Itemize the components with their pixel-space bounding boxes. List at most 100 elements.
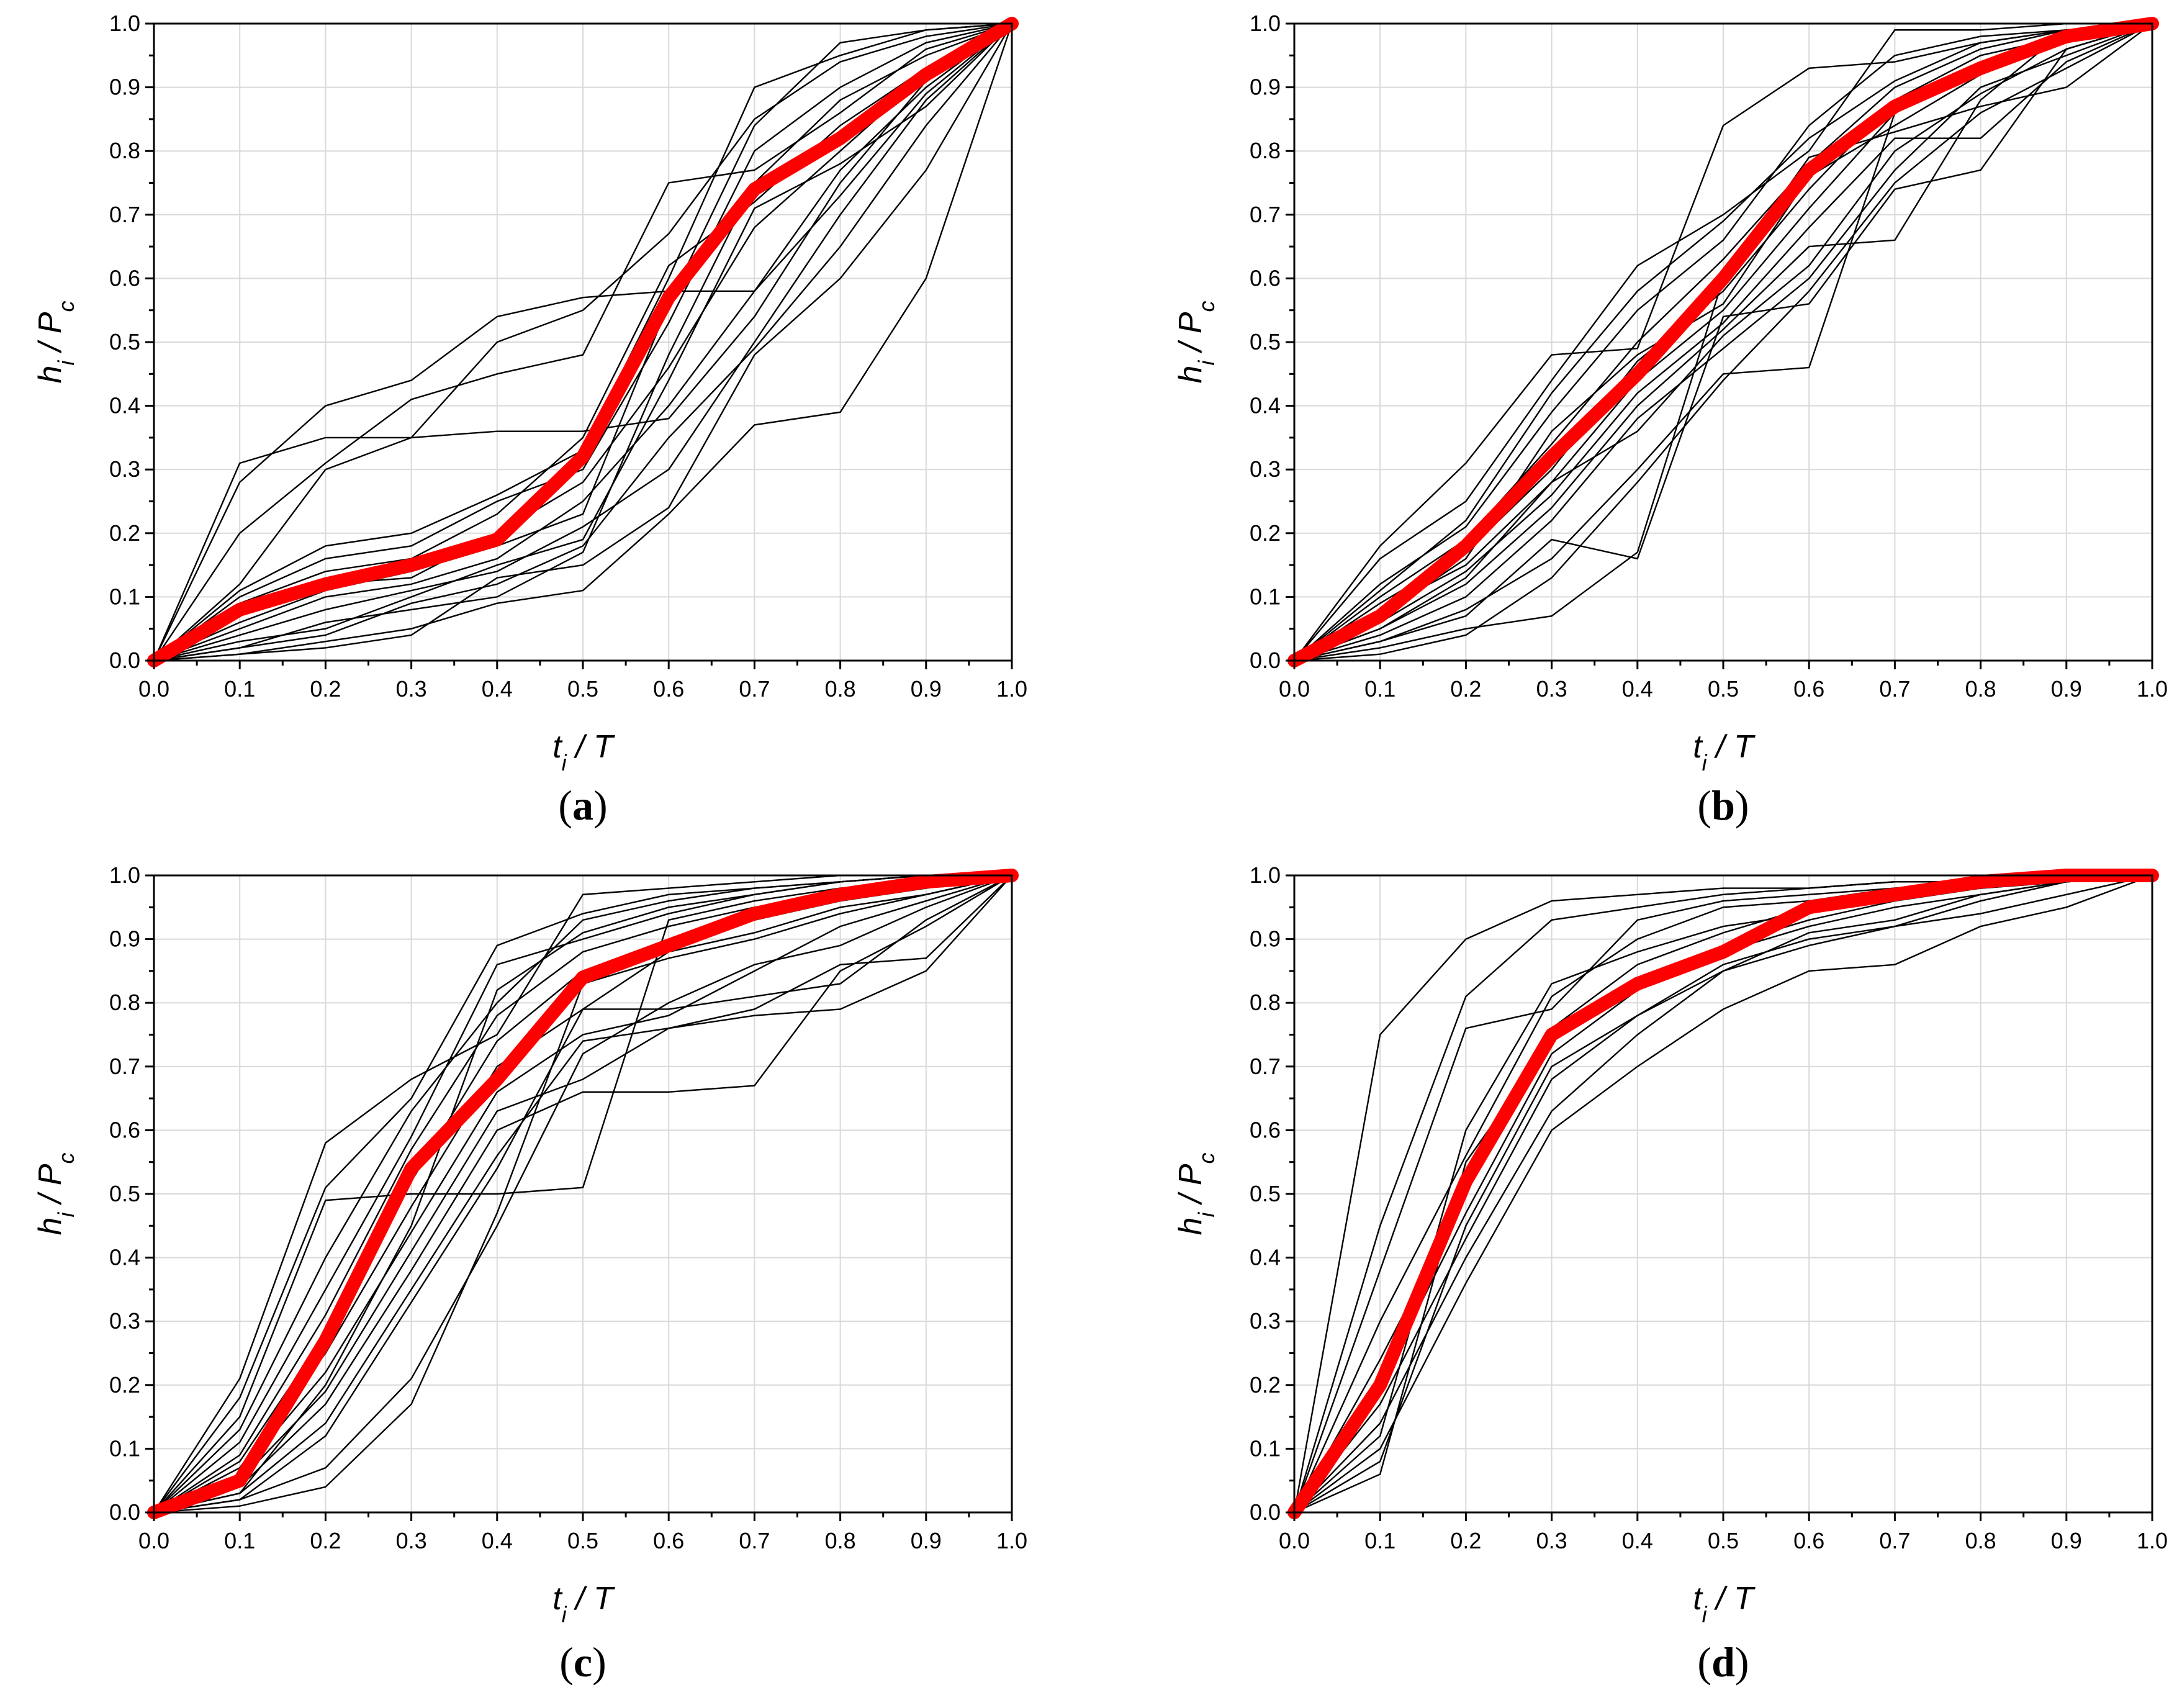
x-tick-label: 0.4 (1622, 676, 1653, 702)
y-tick-label: 0.4 (1250, 393, 1281, 418)
panel-label-paren-open: ( (559, 1638, 574, 1686)
axis-title-part: / (1707, 1581, 1734, 1617)
series-line-11 (1294, 22, 2153, 662)
series-line-15 (153, 22, 1012, 662)
y-tick-label: 0.6 (1250, 1117, 1281, 1142)
x-tick-label: 0.0 (138, 676, 169, 702)
panel-label: (c) (559, 1638, 606, 1686)
y-axis-title: hi / Pc (32, 1153, 79, 1236)
x-tick-label: 0.9 (2051, 676, 2082, 702)
axis-title-part: T (1734, 729, 1756, 765)
series-line-14 (1294, 22, 2153, 661)
y-tick-label: 0.7 (109, 202, 140, 227)
axis-title-part: h (1173, 366, 1209, 384)
y-axis-title: hi / Pc (32, 301, 79, 384)
y-tick-label: 0.3 (109, 456, 140, 482)
y-axis-title: hi / Pc (1173, 301, 1219, 384)
y-tick-label: 0.1 (1250, 1435, 1281, 1461)
series-line-3 (1294, 22, 2153, 661)
axis-title-part: i (1702, 750, 1708, 775)
x-tick-label: 0.6 (1793, 1528, 1824, 1553)
y-tick-label: 0.9 (1250, 926, 1281, 952)
axis-title-part: T (593, 1581, 615, 1617)
axis-title-part: c (1194, 301, 1219, 312)
x-tick-label: 0.0 (1279, 676, 1310, 702)
x-tick-label: 0.7 (739, 676, 770, 702)
y-tick-label: 0.4 (109, 393, 140, 418)
axis-title-part: i (53, 360, 79, 366)
axis-title-part: i (1194, 360, 1219, 366)
panel-label: (a) (558, 782, 607, 829)
x-tick-label: 0.5 (1708, 1528, 1739, 1553)
series-line-12 (153, 23, 1012, 662)
y-tick-label: 0.1 (109, 1435, 140, 1461)
x-tick-label: 0.7 (1879, 1528, 1910, 1553)
x-tick-label: 0.5 (567, 1528, 598, 1553)
axis-title-part: P (1173, 312, 1209, 333)
axis-title-part: T (1734, 1581, 1756, 1617)
series-line-9 (1294, 874, 2153, 1513)
x-tick-label: 1.0 (996, 1528, 1027, 1553)
x-tick-label: 0.7 (739, 1528, 770, 1553)
axis-title-part: / (567, 729, 593, 765)
x-tick-label: 0.8 (1965, 1528, 1996, 1553)
axis-title-part: t (1693, 1581, 1703, 1617)
panel-label-paren-open: ( (1697, 1638, 1711, 1686)
x-tick-label: 0.9 (911, 1528, 942, 1553)
panel-label-paren-close: ) (592, 1638, 606, 1686)
series-line-7 (1294, 22, 2153, 662)
series-line-11 (153, 874, 1012, 1514)
series-line-11 (153, 23, 1012, 662)
axis-title-part: / (32, 333, 68, 360)
x-tick-label: 0.1 (1364, 1528, 1395, 1553)
y-tick-label: 1.0 (109, 11, 140, 36)
axis-title-part: h (1173, 1218, 1209, 1236)
x-tick-label: 0.2 (1450, 676, 1481, 702)
x-tick-label: 1.0 (2137, 1528, 2168, 1553)
y-tick-label: 0.3 (1250, 456, 1281, 482)
series-line-4 (1294, 22, 2153, 661)
y-tick-label: 0.3 (1250, 1308, 1281, 1334)
y-tick-label: 0.7 (109, 1054, 140, 1079)
axis-title-part: c (53, 1153, 79, 1164)
y-tick-label: 0.4 (1250, 1245, 1281, 1270)
x-tick-label: 0.3 (1536, 676, 1567, 702)
panel-label: (d) (1697, 1638, 1749, 1686)
series-line-2 (153, 23, 1012, 661)
y-tick-label: 0.0 (109, 1499, 140, 1525)
y-tick-label: 0.0 (1250, 1499, 1281, 1525)
x-axis-title: ti / T (552, 729, 615, 775)
series-line-9 (153, 23, 1012, 662)
series-line-14 (153, 23, 1013, 662)
x-axis-title: ti / T (1693, 1581, 1756, 1627)
series-line-16 (153, 874, 1012, 1514)
y-tick-label: 0.7 (1250, 1054, 1281, 1079)
axis-title-part: t (552, 729, 563, 765)
y-tick-label: 0.8 (109, 990, 140, 1015)
chart-panel-c: 0.0 0.1 0.2 0.3 0.4 0.5 0.6 0.7 0.8 0.9 1.0 0.0 0.1 0… (32, 862, 1027, 1686)
y-tick-label: 0.2 (1250, 520, 1281, 546)
mean-series-line (147, 17, 1019, 667)
x-tick-label: 0.4 (482, 1528, 513, 1553)
y-tick-label: 0.6 (109, 265, 140, 291)
series-line-6 (153, 22, 1012, 661)
series-line-13 (153, 874, 1012, 1514)
series-line-4 (153, 22, 1012, 661)
y-tick-label: 0.5 (109, 329, 140, 355)
x-tick-label: 0.9 (2051, 1528, 2082, 1553)
y-tick-label: 0.0 (1250, 648, 1281, 673)
x-tick-label: 0.1 (224, 1528, 255, 1553)
y-tick-label: 0.1 (109, 584, 140, 609)
y-tick-label: 0.5 (1250, 1181, 1281, 1206)
panel-label-paren-close: ) (1735, 1638, 1749, 1686)
y-tick-label: 1.0 (1250, 862, 1281, 888)
series-line-10 (1294, 874, 2153, 1514)
axis-title-part: c (53, 301, 79, 312)
x-tick-label: 0.8 (825, 1528, 856, 1553)
axis-title-part: c (1194, 1153, 1219, 1164)
axis-title-part: P (1173, 1164, 1209, 1185)
y-tick-label: 0.2 (109, 1372, 140, 1398)
y-tick-label: 0.9 (1250, 75, 1281, 100)
x-tick-label: 0.2 (1450, 1528, 1481, 1553)
x-tick-label: 0.3 (396, 676, 427, 702)
